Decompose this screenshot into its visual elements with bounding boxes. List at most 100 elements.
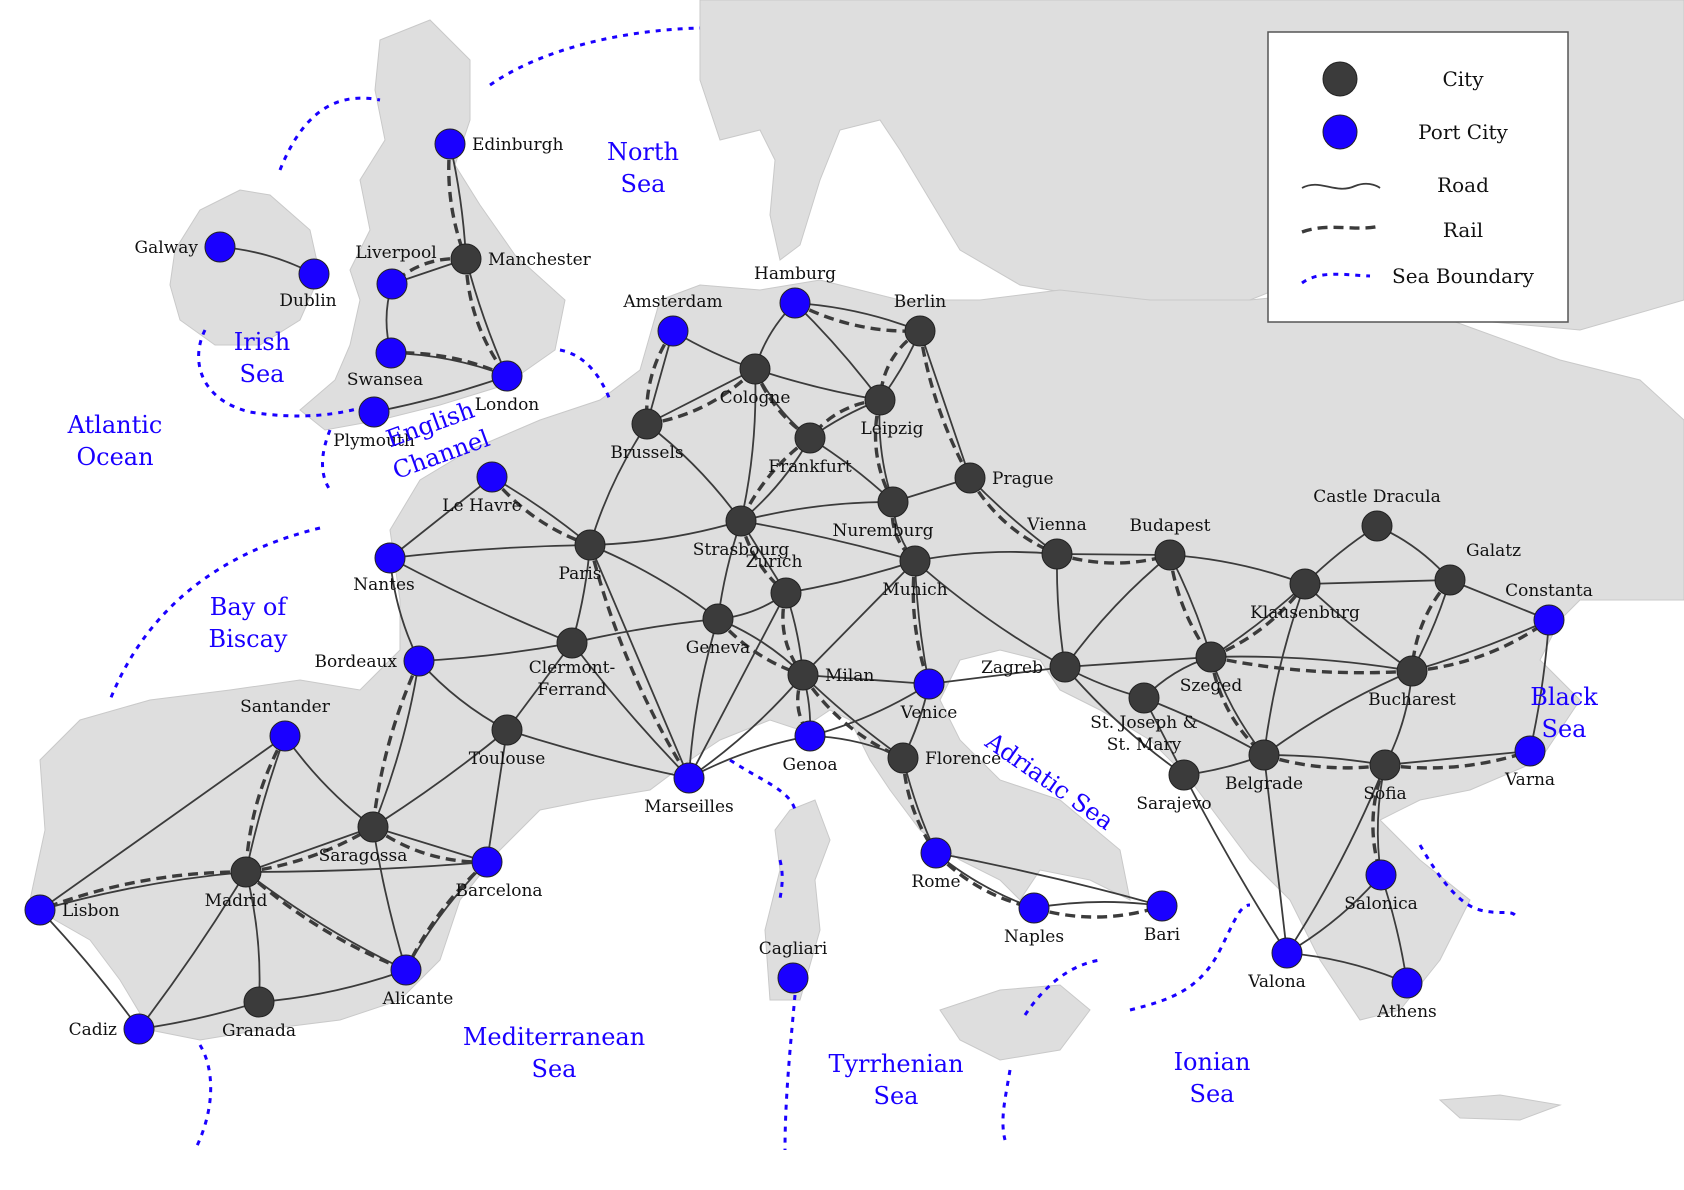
city-london[interactable]: London: [475, 360, 540, 415]
city-marker-klausenburg[interactable]: [1289, 568, 1321, 600]
city-athens[interactable]: Athens: [1376, 967, 1437, 1022]
city-marker-swansea[interactable]: [375, 337, 407, 369]
city-marker-galatz[interactable]: [1434, 564, 1466, 596]
city-geneva[interactable]: Geneva: [686, 603, 750, 658]
city-marker-budapest[interactable]: [1154, 539, 1186, 571]
city-brussels[interactable]: Brussels: [610, 408, 684, 463]
city-marker-geneva[interactable]: [702, 603, 734, 635]
city-castledracula[interactable]: Castle Dracula: [1313, 487, 1441, 542]
city-nuremburg[interactable]: Nuremburg: [833, 486, 934, 541]
city-bari[interactable]: Bari: [1144, 890, 1181, 945]
city-leipzig[interactable]: Leipzig: [861, 384, 924, 439]
city-paris[interactable]: Paris: [558, 529, 606, 584]
city-marker-naples[interactable]: [1018, 892, 1050, 924]
city-marker-toulouse[interactable]: [491, 714, 523, 746]
city-frankfurt[interactable]: Frankfurt: [768, 422, 852, 477]
city-marker-clermont[interactable]: [556, 627, 588, 659]
city-marker-florence[interactable]: [887, 742, 919, 774]
city-marker-bordeaux[interactable]: [403, 645, 435, 677]
city-marker-plymouth[interactable]: [358, 396, 390, 428]
city-clermont[interactable]: Clermont-Ferrand: [529, 627, 616, 700]
city-marker-rome[interactable]: [920, 837, 952, 869]
city-belgrade[interactable]: Belgrade: [1225, 739, 1303, 794]
city-marker-szeged[interactable]: [1195, 641, 1227, 673]
city-marker-venice[interactable]: [913, 668, 945, 700]
city-budapest[interactable]: Budapest: [1130, 516, 1211, 571]
city-marker-frankfurt[interactable]: [794, 422, 826, 454]
city-marker-galway[interactable]: [204, 231, 236, 263]
city-sarajevo[interactable]: Sarajevo: [1136, 759, 1212, 814]
city-marker-manchester[interactable]: [450, 243, 482, 275]
city-marker-brussels[interactable]: [631, 408, 663, 440]
city-nantes[interactable]: Nantes: [353, 542, 415, 595]
city-rome[interactable]: Rome: [911, 837, 961, 892]
city-galatz[interactable]: Galatz: [1434, 541, 1521, 596]
city-marker-santander[interactable]: [269, 720, 301, 752]
city-marker-varna[interactable]: [1514, 735, 1546, 767]
city-lisbon[interactable]: Lisbon: [24, 894, 120, 926]
city-manchester[interactable]: Manchester: [450, 243, 592, 275]
city-marker-edinburgh[interactable]: [434, 128, 466, 160]
city-marker-liverpool[interactable]: [376, 268, 408, 300]
city-zagreb[interactable]: Zagreb: [981, 651, 1081, 683]
city-valona[interactable]: Valona: [1247, 937, 1306, 992]
city-prague[interactable]: Prague: [954, 462, 1054, 494]
city-marker-berlin[interactable]: [904, 315, 936, 347]
city-lehavre[interactable]: Le Havre: [442, 461, 522, 516]
city-liverpool[interactable]: Liverpool: [355, 243, 437, 300]
city-marker-valona[interactable]: [1271, 937, 1303, 969]
city-marker-hamburg[interactable]: [779, 287, 811, 319]
city-marker-belgrade[interactable]: [1248, 739, 1280, 771]
city-dublin[interactable]: Dublin: [279, 258, 337, 311]
city-marker-constanta[interactable]: [1533, 604, 1565, 636]
city-marker-dublin[interactable]: [298, 258, 330, 290]
city-granada[interactable]: Granada: [222, 986, 296, 1041]
city-marker-nantes[interactable]: [374, 542, 406, 574]
city-marker-bari[interactable]: [1146, 890, 1178, 922]
city-venice[interactable]: Venice: [900, 668, 958, 723]
city-milan[interactable]: Milan: [787, 659, 874, 691]
city-galway[interactable]: Galway: [135, 231, 236, 263]
city-marker-strasbourg[interactable]: [725, 505, 757, 537]
city-toulouse[interactable]: Toulouse: [469, 714, 546, 769]
city-plymouth[interactable]: Plymouth: [333, 396, 415, 451]
city-marker-madrid[interactable]: [230, 856, 262, 888]
city-naples[interactable]: Naples: [1004, 892, 1064, 947]
city-strasbourg[interactable]: Strasbourg: [693, 505, 790, 560]
city-marker-sarajevo[interactable]: [1168, 759, 1200, 791]
city-marker-alicante[interactable]: [390, 954, 422, 986]
city-stjoseph[interactable]: St. Joseph & St. Mary: [1090, 682, 1198, 755]
city-amsterdam[interactable]: Amsterdam: [622, 292, 723, 347]
city-marker-milan[interactable]: [787, 659, 819, 691]
city-marker-sofia[interactable]: [1369, 749, 1401, 781]
city-marker-london[interactable]: [491, 360, 523, 392]
city-marker-vienna[interactable]: [1041, 538, 1073, 570]
city-marker-amsterdam[interactable]: [657, 315, 689, 347]
city-sofia[interactable]: Sofia: [1363, 749, 1407, 804]
city-marker-zurich[interactable]: [770, 577, 802, 609]
city-saragossa[interactable]: Saragossa: [319, 811, 408, 866]
city-cagliari[interactable]: Cagliari: [759, 939, 828, 994]
city-marker-bucharest[interactable]: [1396, 655, 1428, 687]
city-marker-saragossa[interactable]: [357, 811, 389, 843]
city-edinburgh[interactable]: Edinburgh: [434, 128, 564, 160]
city-marker-genoa[interactable]: [794, 720, 826, 752]
city-marker-munich[interactable]: [899, 545, 931, 577]
city-barcelona[interactable]: Barcelona: [455, 846, 543, 901]
city-madrid[interactable]: Madrid: [205, 856, 268, 911]
city-marker-nuremburg[interactable]: [877, 486, 909, 518]
city-vienna[interactable]: Vienna: [1026, 515, 1087, 570]
city-marker-athens[interactable]: [1391, 967, 1423, 999]
city-marker-paris[interactable]: [574, 529, 606, 561]
city-cadiz[interactable]: Cadiz: [69, 1013, 155, 1045]
city-marker-leipzig[interactable]: [864, 384, 896, 416]
city-marker-prague[interactable]: [954, 462, 986, 494]
city-genoa[interactable]: Genoa: [783, 720, 838, 775]
city-marseilles[interactable]: Marseilles: [644, 762, 734, 817]
city-marker-marseilles[interactable]: [673, 762, 705, 794]
city-bucharest[interactable]: Bucharest: [1368, 655, 1456, 710]
city-zurich[interactable]: Zurich: [746, 552, 803, 609]
city-marker-zagreb[interactable]: [1049, 651, 1081, 683]
city-marker-cagliari[interactable]: [777, 962, 809, 994]
city-marker-salonica[interactable]: [1365, 859, 1397, 891]
